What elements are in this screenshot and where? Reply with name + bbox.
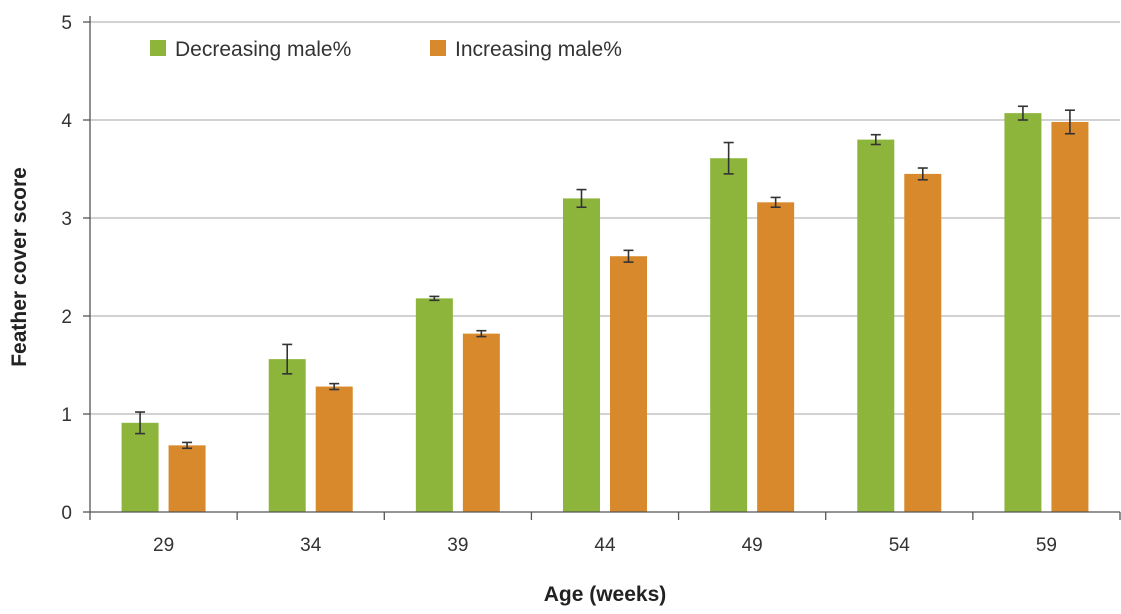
legend-swatch-decreasing xyxy=(150,40,166,56)
error-bar-increasing-44 xyxy=(623,249,634,263)
y-axis-title: Feather cover score xyxy=(8,167,31,367)
x-tick-label-29: 29 xyxy=(153,535,174,556)
legend-label-decreasing: Decreasing male% xyxy=(175,38,351,61)
bars xyxy=(121,113,1089,513)
legend: Decreasing male% Increasing male% xyxy=(150,38,622,61)
bar-decreasing-49 xyxy=(710,158,748,512)
error-bar-decreasing-39 xyxy=(429,295,440,302)
y-tick-label-1: 1 xyxy=(61,405,72,426)
error-bar-decreasing-29 xyxy=(135,411,146,435)
error-bar-increasing-39 xyxy=(476,329,487,338)
legend-swatch-increasing xyxy=(430,40,446,56)
error-bar-decreasing-34 xyxy=(282,343,293,375)
error-bar-increasing-34 xyxy=(329,382,340,391)
error-bar-decreasing-44 xyxy=(576,188,587,209)
error-bar-decreasing-54 xyxy=(870,133,881,146)
bar-increasing-54 xyxy=(904,173,942,512)
bar-increasing-49 xyxy=(757,202,795,512)
bar-increasing-39 xyxy=(462,333,500,512)
bar-increasing-44 xyxy=(610,256,647,512)
bar-decreasing-59 xyxy=(1004,113,1042,512)
x-tick-label-44: 44 xyxy=(594,535,616,556)
bar-decreasing-34 xyxy=(268,359,306,512)
bar-decreasing-44 xyxy=(563,198,600,512)
y-tick-label-3: 3 xyxy=(61,209,72,230)
y-tick-label-5: 5 xyxy=(61,13,72,34)
x-axis-title: Age (weeks) xyxy=(544,583,667,606)
error-bars xyxy=(135,105,1075,450)
gridlines xyxy=(90,21,1120,415)
x-tick-label-39: 39 xyxy=(447,535,468,556)
bar-decreasing-39 xyxy=(415,298,453,512)
x-tick-label-59: 59 xyxy=(1036,535,1057,556)
x-tick-label-34: 34 xyxy=(300,535,322,556)
x-tick-label-49: 49 xyxy=(742,535,763,556)
error-bar-increasing-59 xyxy=(1064,109,1075,135)
bar-increasing-29 xyxy=(168,445,206,512)
y-tick-label-0: 0 xyxy=(61,503,72,524)
y-tick-label-2: 2 xyxy=(61,307,72,328)
x-tick-label-54: 54 xyxy=(889,535,911,556)
bar-increasing-34 xyxy=(315,386,353,512)
error-bar-increasing-54 xyxy=(917,167,928,181)
bar-decreasing-29 xyxy=(121,422,159,512)
y-tick-label-4: 4 xyxy=(61,111,72,132)
bar-increasing-59 xyxy=(1051,121,1089,513)
bar-decreasing-54 xyxy=(857,139,895,512)
error-bar-decreasing-59 xyxy=(1017,105,1028,121)
legend-label-increasing: Increasing male% xyxy=(455,38,622,61)
error-bar-increasing-29 xyxy=(182,441,193,450)
error-bar-decreasing-49 xyxy=(723,141,734,175)
error-bar-increasing-49 xyxy=(770,196,781,209)
